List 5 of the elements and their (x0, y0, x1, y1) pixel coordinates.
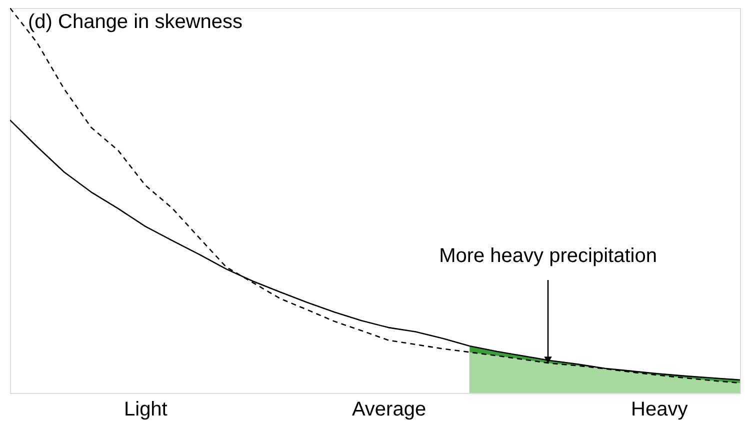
chart-title: (d) Change in skewness (28, 11, 243, 33)
x-tick-label: Light (124, 398, 168, 420)
x-tick-label: Heavy (631, 398, 688, 420)
annotation: More heavy precipitation (439, 245, 657, 267)
x-tick-label: Average (352, 398, 426, 420)
